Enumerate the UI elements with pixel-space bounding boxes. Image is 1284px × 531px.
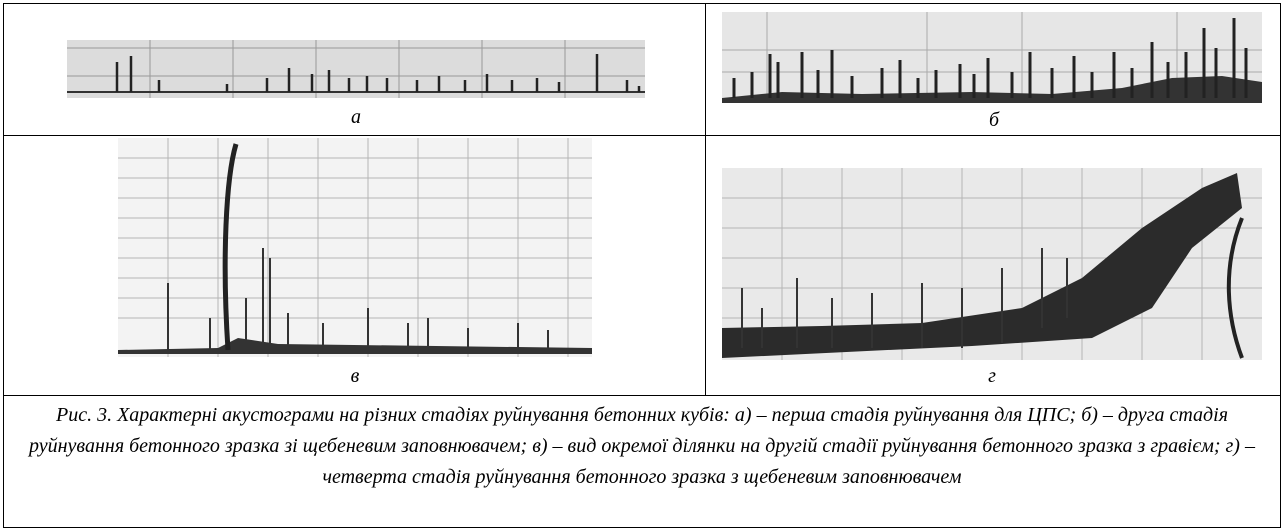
border — [3, 527, 1281, 528]
acoustogram-b — [722, 12, 1262, 103]
border — [3, 3, 1281, 4]
acoustogram-d — [722, 168, 1262, 360]
border — [3, 395, 1281, 396]
acoustogram-c — [118, 138, 592, 357]
panel-label: г — [988, 365, 996, 387]
panel-label: а — [351, 106, 361, 128]
panel-label: в — [350, 365, 360, 387]
figure-caption: Рис. 3. Характерні акустограми на різних… — [29, 404, 1255, 488]
border — [3, 135, 1281, 136]
border — [3, 3, 4, 528]
acoustogram-a — [67, 40, 645, 98]
border — [1280, 3, 1281, 528]
panel-label: б — [988, 109, 1000, 131]
border — [705, 3, 706, 396]
